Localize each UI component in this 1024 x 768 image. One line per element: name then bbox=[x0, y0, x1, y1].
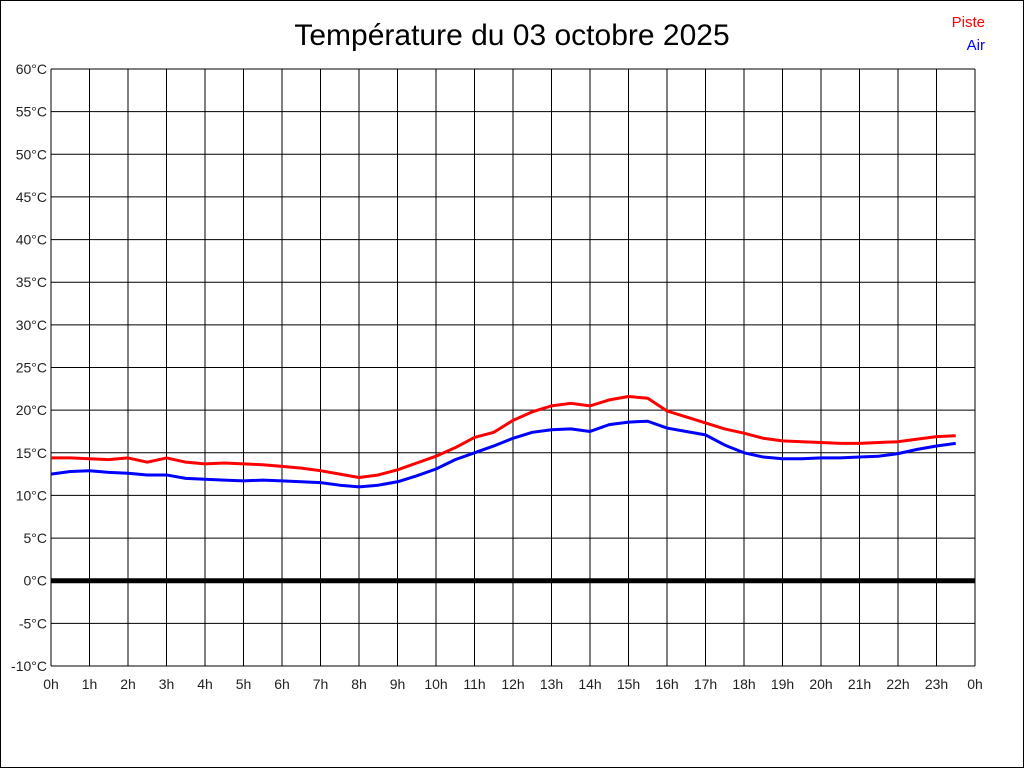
x-tick-label: 2h bbox=[120, 676, 136, 692]
y-tick-label: -5°C bbox=[19, 615, 47, 631]
y-tick-label: 45°C bbox=[16, 189, 47, 205]
legend-item-air: Air bbox=[952, 34, 985, 57]
x-tick-label: 5h bbox=[236, 676, 252, 692]
chart-legend: Piste Air bbox=[952, 11, 985, 57]
x-tick-label: 3h bbox=[159, 676, 175, 692]
x-tick-label: 15h bbox=[617, 676, 640, 692]
y-tick-label: 40°C bbox=[16, 232, 47, 248]
y-tick-label: 10°C bbox=[16, 487, 47, 503]
x-tick-label: 22h bbox=[886, 676, 909, 692]
y-tick-label: -10°C bbox=[11, 658, 47, 674]
x-tick-label: 14h bbox=[578, 676, 601, 692]
x-tick-label: 4h bbox=[197, 676, 213, 692]
y-tick-label: 5°C bbox=[24, 530, 48, 546]
x-tick-label: 7h bbox=[313, 676, 329, 692]
x-tick-label: 1h bbox=[82, 676, 98, 692]
y-axis-labels: 60°C 55°C 50°C 45°C 40°C 35°C 30°C 25°C 20°C 15°C… bbox=[11, 61, 47, 674]
air-line bbox=[50, 419, 956, 489]
x-tick-label: 8h bbox=[351, 676, 367, 692]
x-tick-label: 12h bbox=[501, 676, 524, 692]
x-tick-label: 11h bbox=[463, 676, 485, 692]
x-tick-label: 6h bbox=[274, 676, 290, 692]
y-tick-label: 60°C bbox=[16, 61, 47, 77]
grid bbox=[50, 68, 976, 667]
legend-label-piste: Piste bbox=[951, 14, 985, 31]
legend-item-piste: Piste bbox=[952, 11, 985, 34]
x-tick-label: 16h bbox=[655, 676, 678, 692]
x-tick-label: 10h bbox=[424, 676, 447, 692]
legend-label-air: Air bbox=[966, 37, 985, 54]
x-tick-label: 17h bbox=[694, 676, 717, 692]
x-tick-label: 0h bbox=[967, 676, 983, 692]
x-tick-label: 13h bbox=[540, 676, 563, 692]
y-tick-label: 50°C bbox=[16, 146, 47, 162]
y-tick-label: 30°C bbox=[16, 317, 47, 333]
y-tick-label: 20°C bbox=[16, 402, 47, 418]
y-tick-label: 25°C bbox=[16, 360, 47, 376]
y-tick-label: 15°C bbox=[16, 445, 47, 461]
y-tick-label: 35°C bbox=[16, 274, 47, 290]
chart-title: Température du 03 octobre 2025 bbox=[294, 19, 730, 52]
x-tick-label: 21h bbox=[848, 676, 871, 692]
piste-line bbox=[51, 394, 956, 480]
x-tick-label: 19h bbox=[771, 676, 794, 692]
x-axis-labels: 0h 1h 2h 3h 4h 5h 6h 7h 8h 9h 10h 11h 12h 13h 14h 15h 16… bbox=[43, 676, 983, 692]
y-tick-label: 55°C bbox=[16, 104, 47, 120]
x-tick-label: 23h bbox=[925, 676, 948, 692]
x-tick-label: 18h bbox=[732, 676, 755, 692]
x-tick-label: 0h bbox=[43, 676, 59, 692]
x-tick-label: 9h bbox=[390, 676, 406, 692]
x-tick-label: 20h bbox=[809, 676, 832, 692]
y-tick-label: 0°C bbox=[24, 573, 48, 589]
